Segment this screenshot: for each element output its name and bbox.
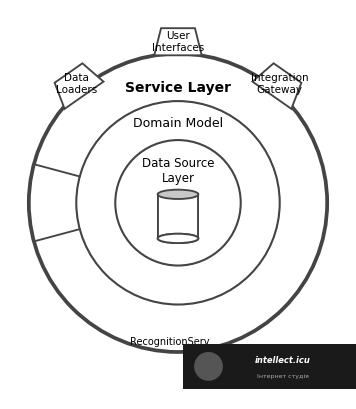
Ellipse shape xyxy=(158,190,198,199)
Ellipse shape xyxy=(158,234,198,243)
Polygon shape xyxy=(54,63,104,109)
Circle shape xyxy=(29,54,327,352)
Text: Domain Model: Domain Model xyxy=(133,117,223,130)
Polygon shape xyxy=(252,63,302,109)
Circle shape xyxy=(76,101,280,305)
Polygon shape xyxy=(154,28,202,55)
Text: User
Interfaces: User Interfaces xyxy=(152,31,204,53)
Text: Integration
Gateway: Integration Gateway xyxy=(251,73,309,95)
Text: Data
Loaders: Data Loaders xyxy=(56,73,97,95)
Text: RecognitionServ: RecognitionServ xyxy=(130,337,209,347)
Circle shape xyxy=(115,140,241,265)
Text: intellect.icu: intellect.icu xyxy=(255,356,311,365)
Bar xyxy=(183,344,356,389)
Text: Service Layer: Service Layer xyxy=(125,81,231,94)
Text: Data Source
Layer: Data Source Layer xyxy=(142,157,214,184)
Bar xyxy=(158,194,198,238)
Ellipse shape xyxy=(158,234,198,243)
Circle shape xyxy=(194,352,223,381)
Text: Інтернет студія: Інтернет студія xyxy=(257,374,309,379)
